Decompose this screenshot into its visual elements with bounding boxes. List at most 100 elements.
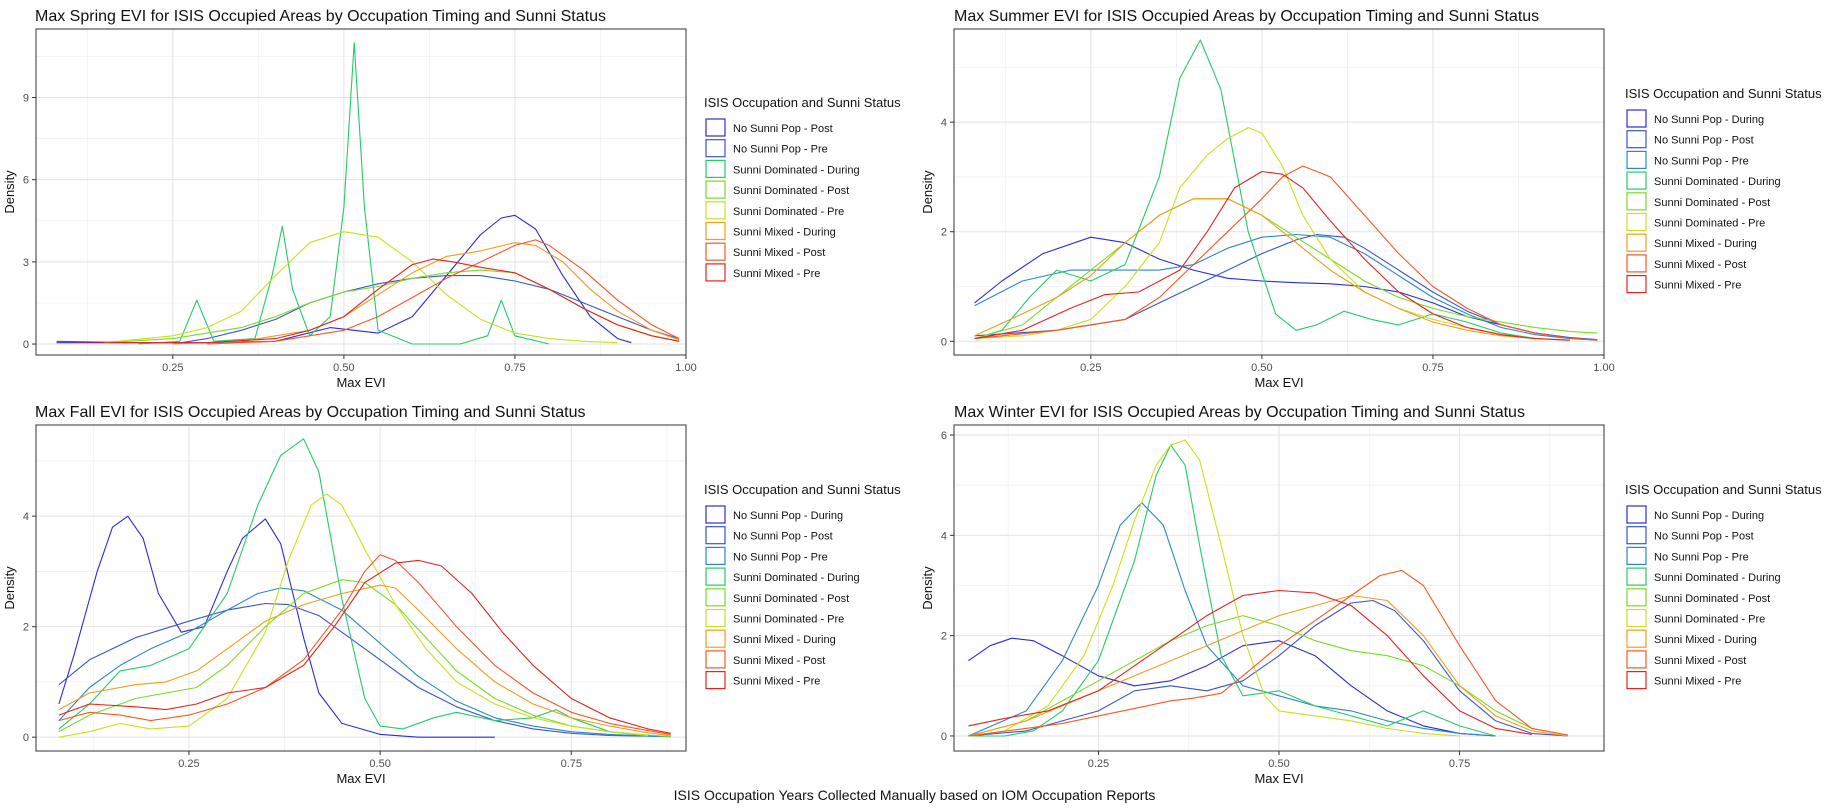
legend-item: No Sunni Pop - During	[705, 505, 843, 524]
y-axis-label: Density	[920, 566, 935, 610]
legend-item: No Sunni Pop - Pre	[1626, 150, 1749, 169]
legend-item: No Sunni Pop - Post	[1626, 130, 1754, 149]
legend-label: Sunni Mixed - Pre	[733, 676, 820, 688]
y-tick-label: 4	[941, 530, 947, 542]
legend-item: Sunni Dominated - Post	[1626, 192, 1770, 211]
y-tick-label: 9	[23, 92, 29, 104]
legend-label: Sunni Mixed - Post	[733, 655, 825, 667]
legend-item: No Sunni Pop - Post	[705, 118, 833, 137]
y-tick-label: 6	[23, 175, 29, 187]
legend-item: Sunni Mixed - Post	[705, 242, 825, 261]
x-axis-label: Max EVI	[336, 771, 385, 786]
y-tick-label: 6	[941, 430, 947, 442]
x-tick-label: 0.25	[1088, 758, 1109, 770]
series-line-sunni-mixed-post	[207, 239, 680, 345]
legend-label: No Sunni Pop - Post	[1654, 531, 1754, 543]
legend-key	[1626, 275, 1647, 294]
legend-label: Sunni Mixed - Post	[1654, 655, 1746, 667]
chart-panel-4: Max Winter EVI for ISIS Occupied Areas b…	[920, 404, 1822, 786]
legend-key	[1626, 505, 1647, 524]
legend-label: Sunni Mixed - Pre	[733, 268, 820, 280]
legend-item: Sunni Mixed - During	[1626, 233, 1757, 252]
figure-caption: ISIS Occupation Years Collected Manually…	[673, 787, 1156, 803]
legend-key	[1626, 109, 1647, 128]
legend-key	[1626, 192, 1647, 211]
series-line-sunni-mixed-post	[968, 569, 1568, 737]
legend-title: ISIS Occupation and Sunni Status	[1625, 86, 1822, 101]
chart-title: Max Winter EVI for ISIS Occupied Areas b…	[954, 404, 1525, 421]
series-group	[968, 439, 1568, 737]
legend-key	[1626, 233, 1647, 252]
legend-item: Sunni Mixed - During	[1626, 629, 1757, 648]
series-line-sunni-dominated-during	[138, 42, 550, 345]
legend-label: Sunni Dominated - During	[733, 164, 860, 176]
legend-item: Sunni Dominated - Post	[1626, 588, 1770, 607]
series-line-sunni-dominated-pre	[104, 231, 618, 344]
legend-item: No Sunni Pop - Post	[705, 526, 833, 545]
grid-lines	[36, 425, 686, 751]
legend-item: Sunni Mixed - Pre	[1626, 275, 1741, 294]
legend-label: Sunni Mixed - Pre	[1654, 280, 1741, 292]
legend-item: Sunni Mixed - Pre	[705, 263, 820, 282]
legend-label: Sunni Mixed - During	[733, 227, 836, 239]
legend-key	[705, 670, 726, 690]
series-line-sunni-dominated-during	[968, 444, 1496, 737]
series-line-sunni-dominated-during	[58, 438, 648, 737]
legend-label: Sunni Mixed - Post	[1654, 259, 1746, 271]
legend-label: Sunni Dominated - Post	[1654, 197, 1770, 209]
series-line-sunni-dominated-pre	[58, 493, 648, 738]
y-tick-label: 2	[23, 622, 29, 634]
x-tick-label: 0.75	[1449, 758, 1470, 770]
y-tick-label: 0	[941, 731, 947, 743]
legend-key	[705, 139, 726, 158]
legend-item: Sunni Dominated - Pre	[1626, 608, 1765, 628]
y-tick-label: 4	[23, 511, 29, 523]
legend-key	[1626, 650, 1647, 669]
series-line-sunni-dominated-post	[974, 198, 1598, 340]
legend-key	[1626, 150, 1647, 169]
y-tick-label: 2	[941, 227, 947, 239]
legend-label: Sunni Mixed - During	[733, 634, 836, 646]
legend: ISIS Occupation and Sunni Status No Sunni…	[1625, 86, 1822, 294]
legend-label: No Sunni Pop - Pre	[733, 551, 828, 563]
legend-item: Sunni Mixed - Post	[1626, 650, 1746, 669]
legend-key	[1626, 130, 1647, 149]
x-tick-label: 0.25	[162, 362, 183, 374]
legend-item: Sunni Mixed - During	[705, 221, 836, 241]
legend-label: Sunni Dominated - Pre	[733, 206, 844, 218]
series-line-no-sunni-pop-during	[58, 515, 495, 738]
legend-item: Sunni Mixed - Pre	[705, 670, 820, 690]
series-group	[58, 438, 671, 738]
legend-label: No Sunni Pop - Post	[1654, 135, 1754, 147]
grid-lines	[954, 425, 1604, 751]
legend-label: Sunni Dominated - During	[733, 572, 860, 584]
x-tick-label: 0.75	[561, 758, 582, 770]
y-tick-label: 2	[941, 631, 947, 643]
y-tick-label: 4	[941, 117, 947, 129]
legend-item: Sunni Dominated - During	[1626, 567, 1781, 586]
legend-label: Sunni Dominated - Post	[733, 185, 849, 197]
legend-key	[1626, 546, 1647, 566]
legend-label: Sunni Dominated - Pre	[1654, 614, 1765, 626]
x-axis-label: Max EVI	[336, 375, 385, 390]
series-line-no-sunni-pop-post	[56, 214, 632, 344]
legend-key	[705, 263, 726, 282]
legend-item: No Sunni Pop - Pre	[705, 139, 828, 158]
legend-item: Sunni Mixed - During	[705, 629, 836, 648]
x-tick-label: 0.25	[1080, 362, 1101, 374]
x-tick-label: 0.50	[369, 758, 390, 770]
legend-item: Sunni Mixed - Post	[705, 650, 825, 669]
legend-label: Sunni Dominated - During	[1654, 176, 1781, 188]
series-line-sunni-mixed-pre	[968, 589, 1532, 735]
legend-key	[705, 180, 726, 199]
legend-item: Sunni Dominated - Pre	[705, 608, 844, 628]
series-line-sunni-mixed-pre	[58, 559, 671, 734]
grid-lines	[36, 29, 687, 355]
legend-item: No Sunni Pop - Pre	[1626, 546, 1749, 566]
legend-label: Sunni Mixed - During	[1654, 238, 1757, 250]
legend-key	[1626, 588, 1647, 607]
legend-item: Sunni Dominated - During	[705, 159, 860, 178]
legend-key	[705, 629, 726, 648]
legend-item: Sunni Dominated - During	[705, 567, 860, 586]
series-line-sunni-mixed-post	[58, 554, 671, 735]
